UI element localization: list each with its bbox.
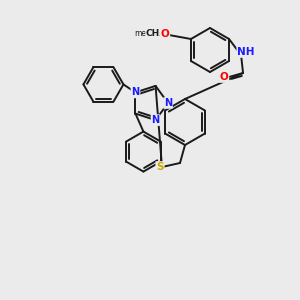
Text: O: O — [220, 72, 228, 82]
Text: O: O — [160, 29, 169, 39]
Text: N: N — [131, 87, 140, 98]
Text: methoxy: methoxy — [134, 29, 168, 38]
Text: S: S — [156, 162, 164, 172]
Text: CH₃: CH₃ — [146, 29, 164, 38]
Text: NH: NH — [237, 47, 255, 57]
Text: N: N — [164, 98, 172, 108]
Text: N: N — [152, 115, 160, 125]
